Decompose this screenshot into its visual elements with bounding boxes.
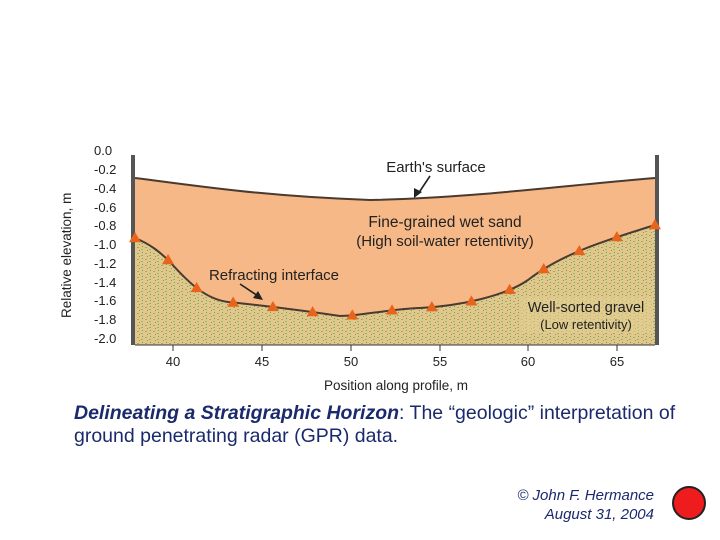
y-tick: -2.0 (94, 331, 116, 346)
x-tick-marks (172, 345, 618, 351)
y-tick: -1.8 (94, 312, 116, 327)
right-frame-bar (655, 155, 659, 345)
caption-title: Delineating a Stratigraphic Horizon (74, 402, 400, 424)
y-axis-label: Relative elevation, m (59, 193, 74, 318)
caption: Delineating a Stratigraphic Horizon: The… (74, 402, 694, 448)
interface-marker (190, 281, 203, 293)
interface-marker (425, 301, 438, 312)
y-tick: -1.4 (94, 275, 116, 290)
left-frame-bar (131, 155, 135, 345)
credit: © John F. Hermance August 31, 2004 (517, 486, 654, 524)
credit-date: August 31, 2004 (544, 506, 654, 523)
interface-marker (573, 244, 586, 256)
interface-marker (227, 296, 240, 307)
interface-markers (129, 219, 661, 320)
refracting-interface-line (134, 224, 656, 318)
y-tick-labels: 0.0 -0.2 -0.4 -0.6 -0.8 -1.0 -1.2 -1.4 -… (94, 143, 116, 346)
caption-colon: : (399, 402, 405, 424)
y-tick: -0.2 (94, 162, 116, 177)
interface-marker (503, 283, 516, 294)
gravel-annotation-line1: Well-sorted gravel (528, 300, 645, 316)
interface-marker (610, 231, 623, 242)
refracting-interface-annotation: Refracting interface (209, 267, 339, 284)
interface-marker (385, 304, 398, 315)
y-tick: 0.0 (94, 143, 112, 158)
interface-marker (129, 232, 141, 243)
x-tick: 40 (166, 354, 180, 369)
interface-marker (346, 309, 359, 320)
y-tick: -0.4 (94, 181, 116, 196)
refracting-interface-arrow (239, 283, 259, 297)
credit-author: © John F. Hermance (517, 487, 654, 504)
interface-marker (266, 300, 279, 312)
interface-marker (465, 295, 478, 306)
gravel-annotation-line2: (Low retentivity) (540, 317, 632, 332)
earth-surface-arrowhead (414, 188, 422, 198)
earth-surface-annotation: Earth's surface (386, 159, 486, 176)
x-tick: 45 (255, 354, 269, 369)
red-circle-decoration (672, 486, 706, 520)
x-tick: 65 (610, 354, 624, 369)
x-tick: 60 (521, 354, 535, 369)
y-tick: -1.0 (94, 237, 116, 252)
earth-surface-line (134, 177, 656, 202)
gpr-cross-section-figure: 0.0 -0.2 -0.4 -0.6 -0.8 -1.0 -1.2 -1.4 -… (59, 143, 661, 393)
interface-marker (649, 219, 661, 230)
y-tick: -0.6 (94, 200, 116, 215)
x-tick: 55 (433, 354, 447, 369)
y-tick: -1.2 (94, 256, 116, 271)
sand-annotation-line2: (High soil-water retentivity) (356, 233, 534, 250)
interface-marker (162, 254, 175, 265)
caption-body: The “geologic” interpretation of ground … (74, 402, 676, 447)
x-tick: 50 (344, 354, 358, 369)
refracting-interface-arrowhead (253, 291, 263, 300)
y-tick: -1.6 (94, 293, 116, 308)
sand-annotation-line1: Fine-grained wet sand (368, 214, 521, 231)
interface-marker (306, 306, 319, 317)
x-axis-label: Position along profile, m (324, 378, 468, 393)
y-tick: -0.8 (94, 218, 116, 233)
gravel-label-backdrop (521, 297, 653, 333)
interface-marker (537, 263, 550, 274)
x-tick-labels: 40 45 50 55 60 65 (166, 354, 624, 369)
